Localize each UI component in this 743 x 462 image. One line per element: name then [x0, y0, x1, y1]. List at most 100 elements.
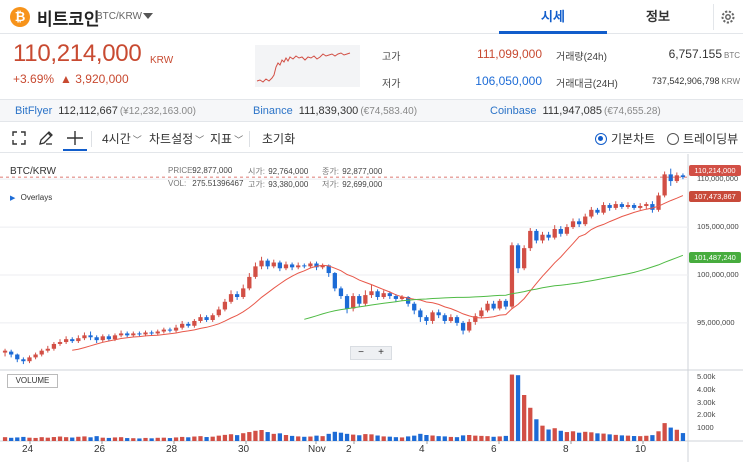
reset-button[interactable]: 초기화: [262, 132, 296, 146]
candle-body: [430, 312, 435, 321]
exchange-bitflyer[interactable]: BitFlyer 112,112,667 (¥12,232,163.00): [15, 105, 196, 117]
volume-unit: BTC: [724, 51, 740, 60]
candle-body: [33, 354, 38, 358]
coin-name[interactable]: 비트코인: [37, 10, 100, 29]
candle-body: [424, 317, 429, 321]
radio-unselected-icon[interactable]: [667, 133, 679, 145]
candlestick-chart[interactable]: [0, 154, 743, 462]
radio-selected-icon[interactable]: [595, 133, 607, 145]
candle-body: [149, 332, 154, 334]
basic-chart-radio[interactable]: 기본차트: [595, 130, 655, 147]
candle-body: [241, 288, 246, 298]
candle-body: [625, 205, 631, 207]
candle-body: [491, 303, 496, 309]
gear-icon[interactable]: [713, 4, 739, 30]
volume-bar: [674, 429, 679, 441]
price-unit: KRW: [150, 55, 174, 66]
candle-body: [63, 339, 69, 343]
candle-body: [558, 228, 563, 234]
candle-body: [546, 234, 551, 238]
candle-body: [167, 329, 173, 331]
volume-bar: [82, 436, 87, 441]
exchange-price: 111,947,085: [542, 105, 603, 117]
volume-bar: [39, 437, 44, 441]
volume-bar: [27, 437, 32, 441]
candle-body: [186, 323, 191, 326]
volume-bar: [210, 436, 215, 441]
candle-body: [118, 333, 124, 336]
volume-bar: [253, 430, 258, 441]
volume-bar: [161, 437, 166, 441]
volume-bar: [216, 435, 221, 441]
volume-bar: [644, 435, 649, 441]
candle-body: [344, 296, 350, 309]
candle-body: [82, 335, 87, 339]
exchange-name[interactable]: Coinbase: [490, 105, 537, 117]
candle-body: [674, 175, 679, 182]
candle-body: [283, 264, 289, 269]
crosshair-icon[interactable]: [63, 129, 87, 151]
volume-bar: [638, 436, 643, 441]
price-chart[interactable]: BTC/KRW ▶ Overlays PRICE: 92,877,000 시가:…: [0, 154, 743, 462]
volume-bar: [430, 435, 435, 441]
indicators-menu[interactable]: 지표 ﹀: [210, 130, 243, 147]
candle-body: [39, 350, 44, 355]
volume-bar: [155, 437, 160, 441]
triangle-right-icon[interactable]: ▶: [10, 195, 16, 202]
volume-bar: [509, 374, 515, 441]
volume-bar: [454, 437, 460, 441]
candle-body: [595, 209, 600, 213]
volume-bar: [241, 433, 246, 441]
interval-label: 4시간: [102, 132, 131, 146]
chart-settings-menu[interactable]: 차트설정 ﹀: [149, 130, 204, 147]
interval-select[interactable]: 4시간 ﹀: [102, 130, 142, 147]
ohlc-key: PRICE:: [168, 166, 195, 175]
candle-body: [143, 332, 148, 335]
candle-body: [94, 337, 99, 341]
tradingview-radio[interactable]: 트레이딩뷰: [667, 130, 738, 147]
candle-body: [277, 262, 283, 269]
tab-info[interactable]: 정보: [646, 9, 670, 24]
x-tick-label: 6: [491, 444, 497, 455]
exchange-name[interactable]: Binance: [253, 105, 293, 117]
zoom-out-button[interactable]: −: [358, 347, 364, 358]
candle-body: [399, 297, 405, 299]
volume-bar: [442, 436, 447, 441]
exchange-binance[interactable]: Binance 111,839,300 (€74,583.40): [253, 105, 417, 117]
volume-bar: [338, 432, 344, 441]
volume-tick-label: 3.00k: [697, 397, 716, 407]
volume-bar: [308, 436, 313, 441]
candle-body: [308, 263, 313, 267]
candle-body: [357, 296, 362, 304]
volume-bar: [180, 436, 185, 441]
candle-body: [228, 294, 234, 302]
candle-body: [613, 204, 618, 208]
chevron-down-icon[interactable]: [143, 13, 153, 19]
ohlc-key: 시가:: [248, 167, 265, 176]
volume-bar: [143, 437, 148, 441]
zoom-in-button[interactable]: +: [378, 347, 384, 358]
candle-body: [216, 309, 221, 316]
coin-pair[interactable]: BTC/KRW: [96, 11, 142, 22]
volume-label: 거래량(24h): [556, 52, 607, 63]
candle-body: [479, 310, 484, 317]
exchange-coinbase[interactable]: Coinbase 111,947,085 (€74,655.28): [490, 105, 661, 117]
candle-body: [198, 317, 203, 321]
volume-bar: [583, 431, 588, 441]
volume-bar: [381, 436, 386, 441]
y-tick-label: 100,000,000: [697, 269, 739, 279]
candle-body: [436, 312, 441, 316]
tab-market[interactable]: 시세: [499, 0, 607, 34]
volume-bar: [485, 436, 490, 441]
pencil-icon[interactable]: [37, 129, 55, 147]
volume-tick-label: 4.00k: [697, 384, 716, 394]
exchange-name[interactable]: BitFlyer: [15, 105, 53, 117]
exchange-price: 111,839,300: [298, 105, 359, 117]
volume-bar: [418, 433, 423, 441]
candle-body: [222, 301, 228, 310]
fullscreen-icon[interactable]: [10, 129, 28, 147]
x-tick-label: 4: [419, 444, 425, 455]
y-tick-label: 110,000,000: [697, 174, 739, 184]
overlays-toggle[interactable]: ▶ Overlays: [10, 193, 52, 202]
volume-bar: [265, 432, 270, 441]
